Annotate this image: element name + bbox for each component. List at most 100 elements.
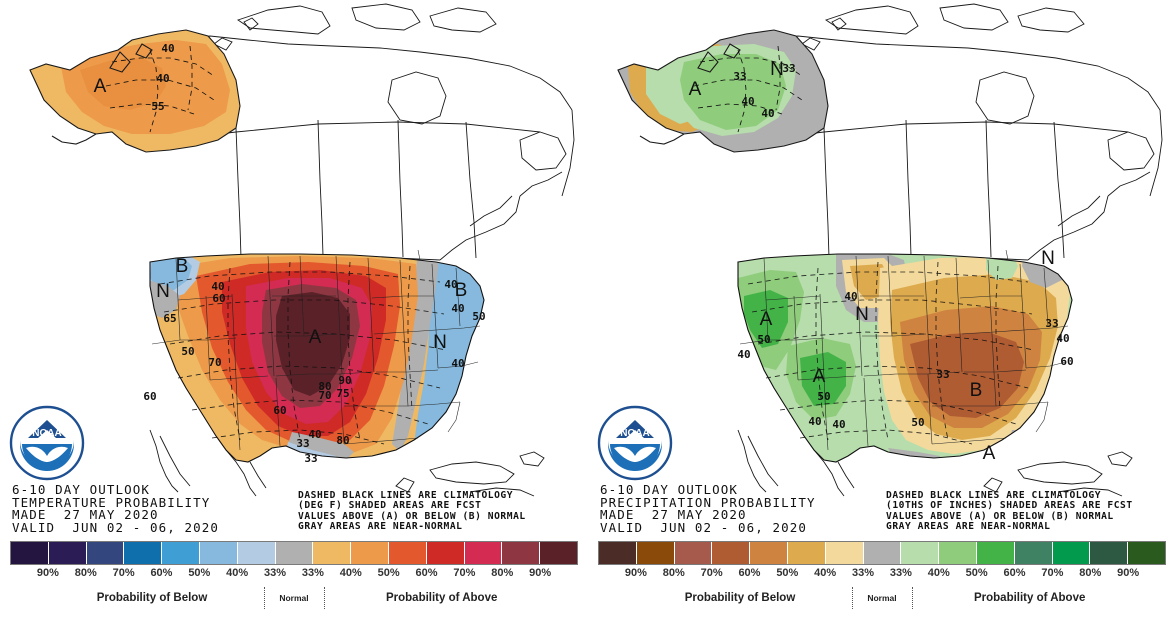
colorbar-swatch-11 xyxy=(426,542,465,564)
colorbar-tick-0: 90% xyxy=(36,567,59,579)
contour-label-11: 70 xyxy=(318,389,331,402)
colorbar-tick-2: 70% xyxy=(112,567,135,579)
normal-divider-right xyxy=(911,587,913,609)
colorbar-swatch-0 xyxy=(599,542,637,564)
contour-label-12: 33 xyxy=(1045,317,1058,330)
colorbar-swatch-3 xyxy=(712,542,751,564)
colorbar-tick-1: 80% xyxy=(662,567,685,579)
normal-divider-left xyxy=(264,587,266,609)
caption-below: Probability of Below xyxy=(684,592,796,604)
colorbar-swatch-10 xyxy=(976,542,1015,564)
category-letter-a-2: A xyxy=(760,309,773,330)
category-letter-n-4: N xyxy=(433,332,447,353)
colorbar-tick-12: 80% xyxy=(1079,567,1102,579)
alaska-coastline xyxy=(29,29,241,153)
noaa-logo: NOAA xyxy=(596,404,674,482)
category-letter-b-5: B xyxy=(970,380,983,401)
colorbar-tick-2: 70% xyxy=(700,567,723,579)
precipitation-note-block: DASHED BLACK LINES ARE CLIMATOLOGY (10TH… xyxy=(886,490,1133,533)
svg-text:NOAA: NOAA xyxy=(620,428,649,439)
colorbar-swatch-13 xyxy=(1090,542,1129,564)
note-line-1: DASHED BLACK LINES ARE CLIMATOLOGY xyxy=(886,490,1102,501)
note-line-1: DASHED BLACK LINES ARE CLIMATOLOGY xyxy=(298,490,514,501)
conus-climatology-contours xyxy=(159,261,447,445)
temperature-colorbar-captions: Probability of Below Normal Probability … xyxy=(10,587,578,611)
colorbar-swatch-2 xyxy=(674,542,713,564)
contour-label-10: 40 xyxy=(832,418,845,431)
caption-normal: Normal xyxy=(279,593,309,603)
precipitation-colorbar-captions: Probability of Below Normal Probability … xyxy=(598,587,1166,611)
colorbar-tick-6: 33% xyxy=(264,567,287,579)
contour-label-19: 40 xyxy=(451,302,464,315)
note-line-4: GRAY AREAS ARE NEAR-NORMAL xyxy=(886,521,1051,533)
colorbar-swatch-3 xyxy=(124,542,163,564)
colorbar-tick-7: 33% xyxy=(889,567,912,579)
contour-label-4: 60 xyxy=(212,292,225,305)
colorbar-swatch-13 xyxy=(502,542,541,564)
colorbar-tick-5: 40% xyxy=(814,567,837,579)
colorbar-swatch-10 xyxy=(388,542,427,564)
svg-text:NOAA: NOAA xyxy=(32,428,61,439)
colorbar-swatch-9 xyxy=(939,542,977,564)
colorbar-tick-1: 80% xyxy=(74,567,97,579)
contour-label-2: 55 xyxy=(151,100,164,113)
noaa-logo: NOAA xyxy=(8,404,86,482)
contour-label-14: 40 xyxy=(308,428,321,441)
title-line-1: 6-10 DAY OUTLOOK xyxy=(12,482,151,497)
contour-label-9: 40 xyxy=(808,415,821,428)
colorbar-swatch-6 xyxy=(237,542,276,564)
category-letter-n-6: N xyxy=(1041,248,1055,269)
title-line-2: TEMPERATURE PROBABILITY xyxy=(12,494,211,510)
contour-label-9: 60 xyxy=(273,404,286,417)
colorbar-swatch-14 xyxy=(1128,542,1165,564)
conus-outline xyxy=(737,253,1073,463)
category-letter-a-0: A xyxy=(689,79,702,100)
colorbar-tick-12: 80% xyxy=(491,567,514,579)
title-line-3: MADE 27 MAY 2020 xyxy=(12,507,159,523)
title-line-4: VALID JUN 02 - 06, 2020 xyxy=(12,519,220,535)
precipitation-colorbar-swatches xyxy=(598,541,1166,565)
colorbar-swatch-1 xyxy=(636,542,675,564)
colorbar-swatch-11 xyxy=(1014,542,1053,564)
contour-label-20: 50 xyxy=(472,310,485,323)
contour-label-14: 60 xyxy=(1060,355,1073,368)
colorbar-tick-11: 70% xyxy=(453,567,476,579)
caption-below: Probability of Below xyxy=(96,592,208,604)
title-line-4: VALID JUN 02 - 06, 2020 xyxy=(600,519,808,535)
precipitation-colorbar: 90% 80% 70% 60% 50% 40% 33% 33% 40% 50% 60% 70% 80% 9… xyxy=(598,541,1166,611)
colorbar-tick-4: 50% xyxy=(776,567,799,579)
alaska-climatology-contours xyxy=(105,45,215,133)
normal-divider-right xyxy=(323,587,325,609)
precipitation-title-block: 6-10 DAY OUTLOOK PRECIPITATION PROBABILI… xyxy=(600,483,816,535)
contour-label-3: 40 xyxy=(761,107,774,120)
colorbar-swatch-0 xyxy=(11,542,49,564)
contour-label-21: 40 xyxy=(451,357,464,370)
contour-label-1: 40 xyxy=(156,72,169,85)
colorbar-tick-5: 40% xyxy=(226,567,249,579)
colorbar-tick-13: 90% xyxy=(529,567,552,579)
precipitation-category-letters: A N A A N B N A xyxy=(689,59,1055,464)
colorbar-tick-10: 60% xyxy=(415,567,438,579)
category-letter-a-3: A xyxy=(309,327,322,348)
category-letter-a-3: A xyxy=(813,366,826,387)
colorbar-swatch-1 xyxy=(48,542,87,564)
temperature-title-block: 6-10 DAY OUTLOOK TEMPERATURE PROBABILITY… xyxy=(12,482,220,535)
colorbar-tick-0: 90% xyxy=(624,567,647,579)
colorbar-swatch-5 xyxy=(199,542,238,564)
contour-label-5: 40 xyxy=(737,348,750,361)
colorbar-tick-8: 40% xyxy=(927,567,950,579)
colorbar-swatch-8 xyxy=(901,542,940,564)
contour-label-11: 50 xyxy=(911,416,924,429)
alaska-temperature-shading xyxy=(30,30,240,152)
colorbar-swatch-2 xyxy=(86,542,125,564)
colorbar-swatch-12 xyxy=(464,542,503,564)
state-boundaries xyxy=(151,249,481,451)
caption-normal: Normal xyxy=(867,593,897,603)
contour-label-6: 40 xyxy=(844,290,857,303)
contour-label-16: 80 xyxy=(336,434,349,447)
conus-climatology-contours xyxy=(747,261,1035,445)
colorbar-tick-9: 50% xyxy=(377,567,400,579)
contour-label-7: 33 xyxy=(936,368,949,381)
note-line-2: (10THS OF INCHES) SHADED AREAS ARE FCST xyxy=(886,500,1133,512)
